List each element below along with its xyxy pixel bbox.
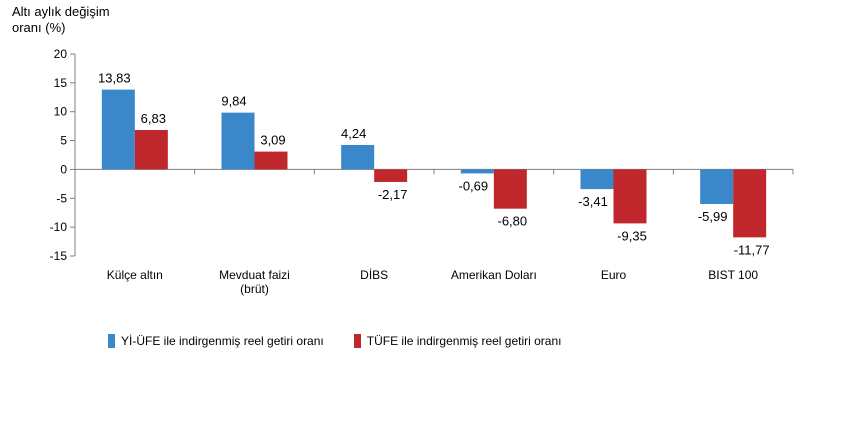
bar-yiufe: [221, 112, 255, 170]
bar-tufe: [134, 130, 168, 170]
category-label: BIST 100: [708, 268, 758, 282]
bar-tufe: [254, 151, 288, 170]
data-label: -5,99: [698, 209, 728, 224]
bar-yiufe: [580, 169, 614, 190]
category-label: (brüt): [240, 282, 269, 296]
bar-tufe: [733, 169, 767, 238]
data-label: 3,09: [260, 133, 285, 148]
bar-tufe: [493, 169, 527, 209]
bar-tufe: [613, 169, 647, 224]
y-tick-label: 15: [54, 76, 68, 90]
data-label: 4,24: [341, 126, 366, 141]
legend: Yİ-ÜFE ile indirgenmiş reel getiri oranı…: [108, 334, 562, 348]
legend-label-yiufe: Yİ-ÜFE ile indirgenmiş reel getiri oranı: [121, 334, 324, 348]
data-label: -11,77: [734, 242, 770, 257]
y-tick-label: 10: [54, 105, 68, 119]
data-label: 9,84: [221, 94, 246, 109]
y-axis-label-line-2: oranı (%): [12, 20, 66, 35]
y-axis-label-line-1: Altı aylık değişim: [12, 4, 110, 19]
legend-swatch-tufe: [353, 334, 361, 348]
legend-swatch-yiufe: [108, 334, 115, 348]
y-tick-label: 0: [60, 162, 67, 176]
category-label: Külçe altın: [107, 268, 163, 282]
data-label: -3,41: [578, 194, 608, 209]
bar-yiufe: [700, 169, 734, 204]
y-axis-label: Altı aylık değişim oranı (%): [12, 4, 162, 36]
bar-tufe: [374, 169, 408, 182]
category-label: Mevduat faizi: [219, 268, 290, 282]
data-label: -2,17: [378, 187, 408, 202]
bar-yiufe: [460, 169, 494, 174]
legend-item-yiufe: Yİ-ÜFE ile indirgenmiş reel getiri oranı: [108, 334, 324, 348]
y-tick-label: -10: [50, 220, 68, 234]
category-label: Euro: [601, 268, 627, 282]
legend-item-tufe: TÜFE ile indirgenmiş reel getiri oranı: [353, 334, 562, 348]
category-label: Amerikan Doları: [451, 268, 537, 282]
category-label: DİBS: [360, 268, 388, 282]
bar-yiufe: [341, 144, 375, 170]
data-label: 13,83: [98, 71, 131, 86]
data-label: -9,35: [617, 228, 647, 243]
bar-yiufe: [101, 89, 135, 170]
data-label: 6,83: [141, 111, 166, 126]
legend-label-tufe: TÜFE ile indirgenmiş reel getiri oranı: [366, 334, 562, 348]
y-tick-label: -15: [50, 249, 68, 263]
data-label: -0,69: [459, 178, 489, 193]
y-tick-label: -5: [56, 191, 67, 205]
y-tick-label: 20: [54, 47, 68, 61]
y-tick-label: 5: [60, 134, 67, 148]
data-label: -6,80: [498, 214, 528, 229]
